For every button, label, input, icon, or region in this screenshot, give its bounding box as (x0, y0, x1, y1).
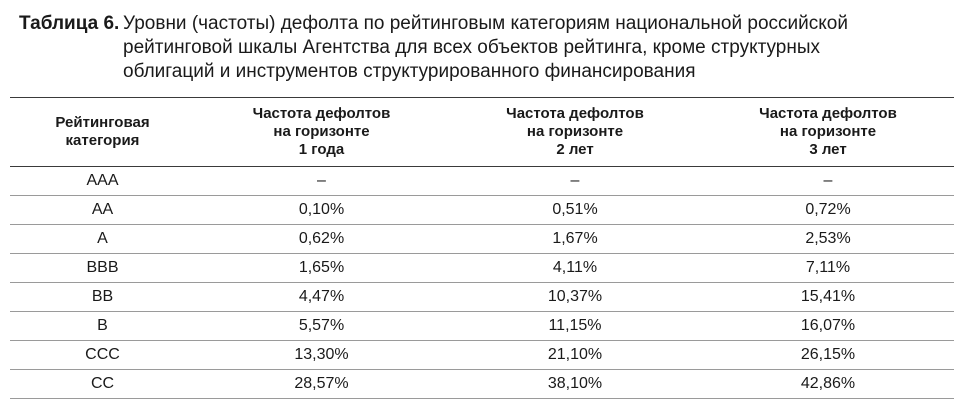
table-row: CC 28,57% 38,10% 42,86% (10, 370, 954, 399)
cell-rating: AAA (86, 172, 119, 189)
header-rating-category: Рейтинговая категория (10, 98, 195, 167)
cell-freq-1y: – (317, 172, 326, 189)
table-row: A 0,62% 1,67% 2,53% (10, 225, 954, 254)
caption-line-3: облигаций и инструментов структурированн… (123, 61, 696, 82)
cell-freq-3y: 2,53% (805, 230, 851, 247)
table-row: AAA – – – (10, 167, 954, 196)
table-row: B 5,57% 11,15% 16,07% (10, 312, 954, 341)
header-line: на горизонте (273, 123, 370, 140)
cell-freq-2y: 11,15% (548, 317, 602, 334)
header-freq-2y: Частота дефолтов на горизонте 2 лет (448, 98, 702, 167)
header-freq-3y: Частота дефолтов на горизонте 3 лет (702, 98, 954, 167)
cell-freq-2y: 0,51% (552, 201, 598, 218)
header-freq-1y: Частота дефолтов на горизонте 1 года (195, 98, 448, 167)
cell-rating: CCC (85, 346, 120, 363)
cell-freq-2y: 10,37% (547, 288, 603, 305)
caption-label: Таблица 6. (19, 13, 120, 34)
header-line: на горизонте (526, 123, 624, 140)
table-row: CCC 13,30% 21,10% 26,15% (10, 341, 954, 370)
cell-freq-2y: 1,67% (552, 230, 598, 247)
table-row: BBB 1,65% 4,11% 7,11% (10, 254, 954, 283)
cell-freq-2y: – (570, 172, 580, 189)
cell-freq-1y: 0,10% (298, 201, 345, 218)
cell-freq-1y: 5,57% (298, 317, 345, 334)
cell-freq-3y: 0,72% (805, 201, 851, 218)
cell-freq-3y: 42,86% (800, 375, 856, 392)
cell-rating: CC (90, 375, 115, 392)
cell-rating: B (97, 317, 108, 334)
header-line: Частота дефолтов (252, 105, 391, 122)
cell-rating: AA (91, 201, 114, 218)
header-line: 3 лет (809, 141, 847, 158)
header-line: 1 года (298, 141, 345, 158)
cell-freq-3y: 16,07% (800, 317, 856, 334)
cell-freq-3y: – (823, 172, 833, 189)
table-row: BB 4,47% 10,37% 15,41% (10, 283, 954, 312)
cell-freq-2y: 38,10% (547, 375, 603, 392)
header-line: Рейтинговая (55, 114, 150, 131)
cell-freq-1y: 4,47% (298, 288, 345, 305)
cell-freq-1y: 28,57% (294, 375, 349, 392)
table-row: AA 0,10% 0,51% 0,72% (10, 196, 954, 225)
cell-freq-1y: 13,30% (294, 346, 349, 363)
cell-freq-1y: 0,62% (298, 230, 345, 247)
cell-rating: BBB (86, 259, 119, 276)
header-line: Частота дефолтов (759, 105, 897, 122)
cell-freq-1y: 1,65% (298, 259, 345, 276)
header-line: Частота дефолтов (506, 105, 644, 122)
caption-line-2: рейтинговой шкалы Агентства для всех объ… (123, 37, 821, 58)
cell-rating: BB (91, 288, 114, 305)
cell-freq-2y: 4,11% (552, 259, 598, 276)
default-frequency-table: Рейтинговая категория Частота дефолтов н… (10, 97, 954, 399)
cell-freq-3y: 7,11% (805, 259, 851, 276)
header-line: на горизонте (779, 123, 877, 140)
table-caption: Таблица 6. Уровни (частоты) дефолта по р… (19, 12, 949, 84)
cell-freq-3y: 15,41% (800, 288, 856, 305)
header-line: категория (65, 132, 140, 149)
caption-line-1: Уровни (частоты) дефолта по рейтинговым … (123, 13, 848, 34)
cell-freq-2y: 21,10% (547, 346, 603, 363)
header-line: 2 лет (556, 141, 594, 158)
table-header-row: Рейтинговая категория Частота дефолтов н… (10, 97, 954, 167)
cell-rating: A (97, 230, 108, 247)
cell-freq-3y: 26,15% (800, 346, 856, 363)
